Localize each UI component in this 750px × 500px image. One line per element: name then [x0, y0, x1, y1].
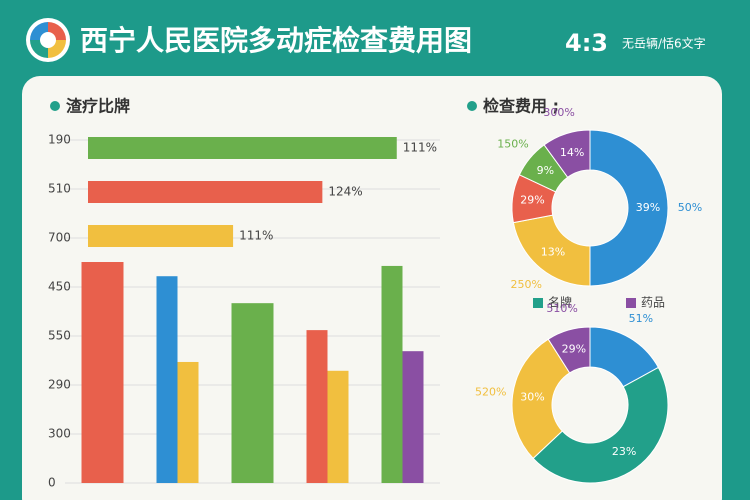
pie-slice — [532, 366, 669, 484]
slice-outer-label: 510% — [546, 302, 577, 315]
logo — [26, 18, 70, 62]
slice-outer-label: 520% — [475, 385, 506, 398]
legend-swatch — [533, 298, 543, 308]
slice-outer-label: 300% — [543, 106, 574, 119]
bar — [156, 276, 178, 483]
hbar-annotation: 124% — [328, 185, 362, 199]
y-tick-label: 550 — [48, 329, 71, 343]
slice-outer-label: 150% — [497, 137, 528, 150]
bar — [381, 265, 403, 483]
note: 无岳辆/恬6文字 — [622, 36, 706, 51]
slice-outer-label: 50% — [678, 201, 702, 214]
slice-label: 13% — [541, 246, 565, 259]
slice-label: 30% — [520, 391, 544, 404]
slice-outer-label: 250% — [511, 278, 542, 291]
y-tick-label: 300 — [48, 427, 71, 441]
legend-swatch — [626, 298, 636, 308]
y-tick-label: 510 — [48, 182, 71, 196]
bar — [327, 370, 349, 483]
page-title: 西宁人民医院多动症检查费用图 — [80, 24, 472, 57]
pie-slice — [547, 326, 591, 374]
legend-label: 名牌 — [548, 295, 572, 310]
hbar-annotation: 111% — [239, 229, 273, 243]
ratio: 4:3 — [565, 29, 608, 57]
bullet — [467, 101, 477, 111]
y-tick-label: 0 — [48, 476, 56, 490]
slice-label: 29% — [562, 342, 586, 355]
section-title: 检查费用 ; — [483, 97, 559, 116]
slice-label: 9% — [537, 164, 554, 177]
bar — [402, 351, 424, 483]
slice-label: 39% — [636, 201, 660, 214]
bar — [81, 262, 124, 483]
bar — [306, 330, 328, 483]
y-tick-label: 190 — [48, 133, 71, 147]
hbar-annotation: 111% — [403, 141, 437, 155]
y-tick-label: 450 — [48, 280, 71, 294]
slice-label: 29% — [520, 194, 544, 207]
bar — [231, 303, 274, 483]
y-tick-label: 700 — [48, 231, 71, 245]
section-title: 渣疗比牌 — [66, 97, 130, 116]
bullet — [50, 101, 60, 111]
hbar — [88, 181, 323, 203]
pie-slice — [543, 129, 591, 178]
y-tick-label: 290 — [48, 378, 71, 392]
slice-outer-label: 51% — [629, 312, 653, 325]
bar — [177, 361, 199, 483]
hbar — [88, 225, 234, 247]
pie-slice — [589, 129, 669, 287]
slice-label: 14% — [560, 146, 584, 159]
hbar — [88, 137, 397, 159]
legend-label: 药品 — [641, 296, 665, 310]
slice-label: 23% — [612, 445, 636, 458]
pie-slice — [511, 338, 571, 460]
